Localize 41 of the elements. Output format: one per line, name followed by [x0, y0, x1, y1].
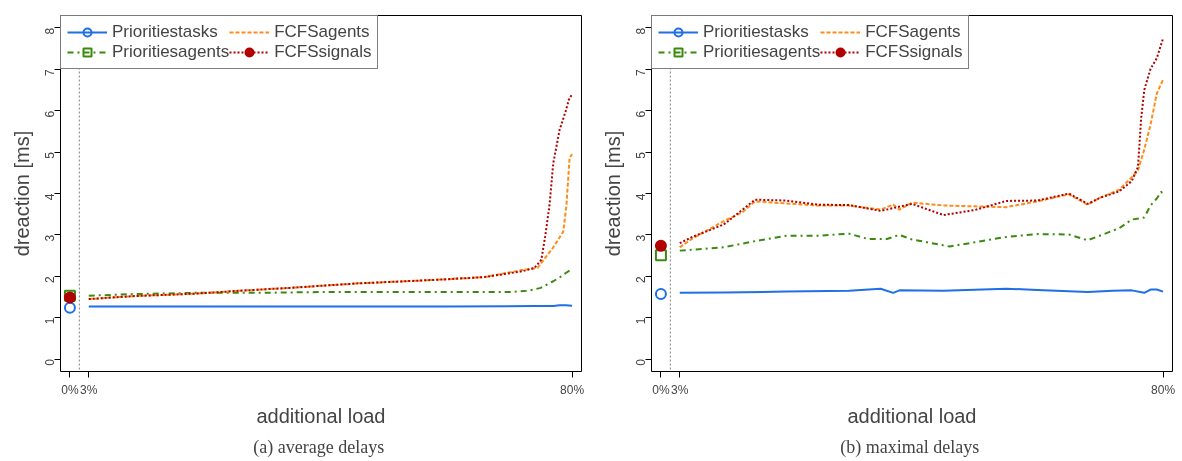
- x-axis-title: additional load: [256, 404, 386, 427]
- y-axis-title: dreaction [ms]: [601, 130, 624, 257]
- y-tick-label: 4: [43, 193, 57, 201]
- y-tick-label: 8: [634, 27, 648, 35]
- x-tick-label: 3%: [80, 382, 98, 397]
- legend-label: FCFSsignals: [865, 42, 963, 62]
- legend-label: Prioritiestasks: [112, 22, 218, 42]
- y-tick-label: 5: [634, 151, 648, 159]
- x-tick-label: 3%: [671, 382, 689, 397]
- y-tick-label: 3: [634, 234, 648, 242]
- y-tick-label: 6: [43, 110, 57, 118]
- y-axis-title: dreaction [ms]: [10, 130, 33, 257]
- y-tick-label: 2: [634, 275, 648, 283]
- x-tick-label: 80%: [1151, 382, 1176, 397]
- x-axis-title: additional load: [847, 404, 977, 427]
- y-tick-label: 5: [43, 151, 57, 159]
- text: (b) maximal delays: [840, 436, 980, 458]
- line-series: [678, 78, 1165, 249]
- legend-label: Prioritiesagents: [703, 42, 821, 62]
- y-tick-label: 8: [43, 27, 57, 35]
- y-tick-label: 7: [634, 68, 648, 76]
- y-tick-label: 4: [634, 193, 648, 201]
- x-tick-label: 80%: [560, 382, 585, 397]
- line-series: [678, 190, 1165, 252]
- y-tick-label: 7: [43, 68, 57, 76]
- legend-label: FCFSsignals: [274, 42, 372, 62]
- legend-label: Prioritiestasks: [703, 22, 809, 42]
- legend-label: FCFSagents: [865, 22, 961, 42]
- x-tick-label: 0%: [61, 382, 79, 397]
- legend-label: FCFSagents: [274, 22, 370, 42]
- y-tick-label: 1: [634, 317, 648, 325]
- line-series: [87, 93, 574, 301]
- text: (a) average delays: [253, 436, 385, 458]
- y-tick-label: 0: [634, 358, 648, 366]
- y-tick-label: 0: [43, 358, 57, 366]
- legend-label: Prioritiesagents: [112, 42, 230, 62]
- y-tick-label: 6: [634, 110, 648, 118]
- y-tick-label: 3: [43, 234, 57, 242]
- y-tick-label: 1: [43, 317, 57, 325]
- x-tick-label: 0%: [652, 382, 670, 397]
- y-tick-label: 2: [43, 275, 57, 283]
